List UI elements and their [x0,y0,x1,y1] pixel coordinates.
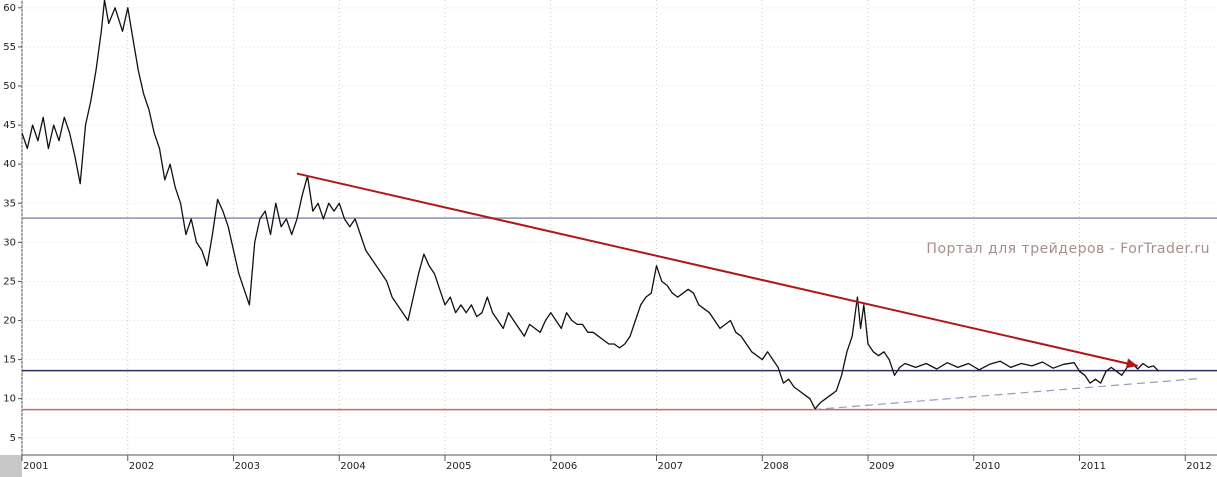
x-tick-label: 2005 [446,461,471,472]
y-tick-label: 35 [3,198,16,209]
y-tick-label: 30 [3,237,16,248]
y-tick-label: 55 [3,42,16,53]
y-tick-label: 50 [3,81,16,92]
y-tick-label: 5 [10,433,16,444]
trend-arrow [296,172,1138,367]
y-tick-label: 15 [3,355,16,366]
x-tick-label: 2011 [1081,461,1106,472]
price-line [21,0,1160,410]
x-tick-label: 2009 [869,461,894,472]
arrow-head [1125,358,1138,369]
x-tick-label: 2007 [658,461,683,472]
x-tick-label: 2008 [763,461,788,472]
x-tick-label: 2001 [23,461,48,472]
corner [0,455,22,477]
x-tick-label: 2004 [340,461,365,472]
x-tick-label: 2002 [129,461,154,472]
y-tick-label: 40 [3,159,16,170]
y-tick-label: 20 [3,316,16,327]
x-tick-label: 2003 [235,461,260,472]
x-tick-label: 2012 [1186,461,1211,472]
watermark: Портал для трейдеров - ForTrader.ru [926,241,1210,257]
y-tick-label: 60 [3,3,16,14]
support-line [812,377,1202,411]
y-tick-label: 10 [3,394,16,405]
x-tick-label: 2010 [975,461,1000,472]
y-tick-label: 25 [3,276,16,287]
y-tick-label: 45 [3,120,16,131]
x-tick-label: 2006 [552,461,577,472]
